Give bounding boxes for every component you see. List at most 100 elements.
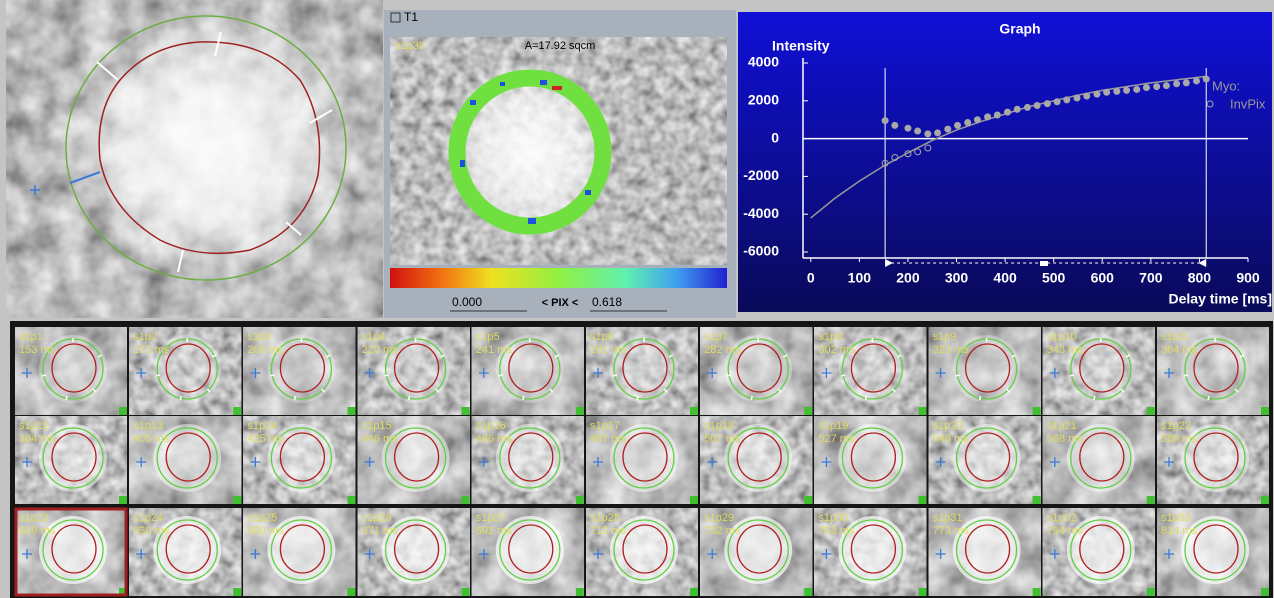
- thumbnail-status: [1147, 588, 1155, 596]
- x-tick-label: 700: [1139, 270, 1163, 286]
- thumbnail-spoke: [156, 375, 160, 376]
- thumbnail-spoke: [956, 375, 960, 376]
- data-point: [1154, 84, 1160, 90]
- thumbnail-spoke: [66, 396, 67, 400]
- x-tick-label: 0: [807, 270, 815, 286]
- data-point: [965, 120, 971, 126]
- data-point: [985, 114, 991, 120]
- range-handle[interactable]: [1040, 261, 1048, 266]
- thumbnail-time: 282 ms: [704, 344, 741, 356]
- thumbnail-time: 343 ms: [1047, 344, 1084, 356]
- thumbnail-spoke: [613, 375, 617, 376]
- thumbnail-spoke: [841, 375, 845, 376]
- thumbnail-status: [233, 588, 241, 596]
- data-point: [1044, 101, 1050, 107]
- thumbnail-time: 589 ms: [1161, 433, 1198, 445]
- range-min[interactable]: 0.000: [452, 295, 482, 309]
- x-tick-label: 300: [945, 270, 969, 286]
- colorbar: [390, 268, 727, 288]
- data-point: [994, 112, 1000, 118]
- thumbnail-label: s1p31: [933, 512, 963, 524]
- thumbnail-label: s1p32: [1047, 512, 1077, 524]
- thumbnail-status: [233, 407, 241, 415]
- thumbnail-status: [1033, 407, 1041, 415]
- thumbnail-time: 323 ms: [933, 344, 970, 356]
- data-point: [882, 118, 888, 124]
- thumbnail-label: s1p12: [19, 420, 49, 432]
- thumbnail-status: [119, 496, 127, 504]
- range-max[interactable]: 0.618: [592, 295, 622, 309]
- thumbnail-time: 732 ms: [704, 525, 741, 537]
- thumbnail-spoke: [270, 375, 274, 376]
- map-title: T1: [404, 10, 418, 24]
- data-point: [1104, 89, 1110, 95]
- thumbnail-time: 609 ms: [19, 525, 56, 537]
- y-axis-label: Intensity: [772, 38, 830, 54]
- thumbnail-label: s1p20: [933, 420, 963, 432]
- thumbnail-status: [690, 496, 698, 504]
- ring-spot-red: [552, 86, 562, 90]
- thumbnail-status: [1033, 496, 1041, 504]
- thumbnail-status: [690, 588, 698, 596]
- graph-panel: Graph Intensity Delay time [ms] Myo: 400…: [738, 12, 1272, 312]
- thumbnail-time: 630 ms: [133, 525, 170, 537]
- screen: T1 s1p33 A=17.92 sqcm 0.000 < PIX < 0.61…: [0, 0, 1274, 598]
- thumbnail-label: s1p2: [133, 331, 157, 343]
- thumbnail-status: [1147, 407, 1155, 415]
- thumbnail-time: 691 ms: [476, 525, 513, 537]
- thumbnail-label: s1p17: [590, 420, 620, 432]
- data-point: [905, 125, 911, 131]
- thumbnail-status: [804, 588, 812, 596]
- thumbnail-label: s1p22: [1161, 420, 1191, 432]
- thumbnail-status: [918, 407, 926, 415]
- thumbnail-status: [347, 496, 355, 504]
- thumbnail-spoke: [180, 396, 181, 400]
- data-point: [974, 117, 980, 123]
- data-point: [945, 126, 951, 132]
- y-tick-label: 2000: [748, 92, 779, 108]
- thumbnail-status: [119, 407, 127, 415]
- data-point: [1114, 88, 1120, 94]
- x-tick-label: 800: [1188, 270, 1212, 286]
- data-point: [1074, 95, 1080, 101]
- data-point: [1203, 76, 1209, 82]
- thumbnail-status: [233, 496, 241, 504]
- thumbnail-label: s1p9: [933, 331, 957, 343]
- thumbnail-time: 650 ms: [247, 525, 284, 537]
- thumbnail-label: s1p15: [362, 420, 392, 432]
- data-point: [1163, 83, 1169, 89]
